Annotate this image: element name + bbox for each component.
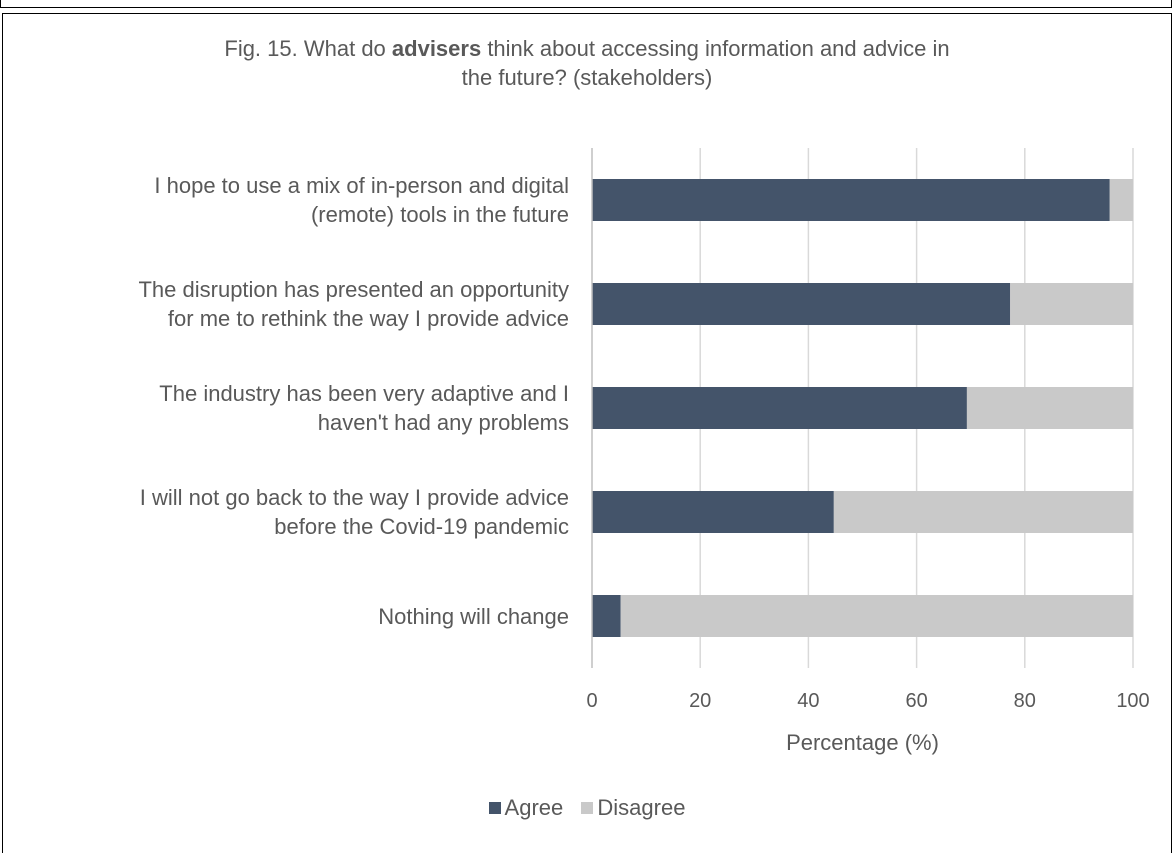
category-label-line: before the Covid-19 pandemic — [274, 514, 569, 539]
bar-disagree-2 — [966, 387, 1133, 429]
category-label-line: I will not go back to the way I provide … — [139, 485, 569, 510]
bar-disagree-0 — [1109, 179, 1133, 221]
category-label-line: haven't had any problems — [317, 410, 569, 435]
bar-disagree-4 — [620, 595, 1133, 637]
category-label-line: The industry has been very adaptive and … — [159, 381, 569, 406]
top-border-strip — [0, 0, 1172, 8]
chart-title: Fig. 15. What do advisers think about ac… — [0, 34, 1174, 92]
legend-swatch-agree — [488, 802, 501, 814]
bar-agree-4 — [592, 595, 621, 637]
chart-title-bold: advisers — [391, 36, 482, 61]
chart-title-prefix: Fig. 15. What do — [224, 36, 392, 61]
x-tick-label-80: 80 — [1013, 690, 1036, 712]
bar-agree-1 — [592, 283, 1011, 325]
chart-title-suffix: think about accessing information and ad… — [481, 36, 950, 61]
x-axis-label: Percentage (%) — [786, 730, 939, 755]
bar-agree-0 — [592, 179, 1110, 221]
legend: Agree Disagree — [0, 794, 1174, 821]
category-label-3: I will not go back to the way I provide … — [9, 483, 569, 541]
x-tick-label-100: 100 — [1116, 690, 1150, 712]
category-label-4: Nothing will change — [9, 602, 569, 631]
bar-agree-3 — [592, 491, 834, 533]
legend-label-agree: Agree — [504, 795, 564, 820]
bar-disagree-3 — [833, 491, 1133, 533]
bar-disagree-1 — [1010, 283, 1133, 325]
category-label-line: Nothing will change — [378, 603, 569, 629]
category-label-line: The disruption has presented an opportun… — [138, 277, 569, 302]
legend-item-disagree: Disagree — [581, 795, 685, 821]
category-label-line: (remote) tools in the future — [310, 202, 569, 227]
category-label-1: The disruption has presented an opportun… — [9, 275, 569, 333]
category-label-2: The industry has been very adaptive and … — [9, 379, 569, 437]
chart-title-line2: the future? (stakeholders) — [461, 65, 713, 90]
x-tick-label-60: 60 — [905, 690, 928, 712]
x-tick-label-20: 20 — [689, 690, 712, 712]
legend-label-disagree: Disagree — [597, 795, 686, 820]
category-label-0: I hope to use a mix of in-person and dig… — [9, 171, 569, 229]
chart-frame — [2, 13, 1172, 853]
category-label-line: I hope to use a mix of in-person and dig… — [154, 173, 569, 198]
x-tick-label-40: 40 — [797, 690, 820, 712]
category-label-line: for me to rethink the way I provide advi… — [167, 306, 569, 331]
legend-swatch-disagree — [581, 802, 594, 814]
x-tick-label-0: 0 — [586, 690, 598, 712]
legend-item-agree: Agree — [488, 795, 564, 821]
bar-agree-2 — [592, 387, 967, 429]
